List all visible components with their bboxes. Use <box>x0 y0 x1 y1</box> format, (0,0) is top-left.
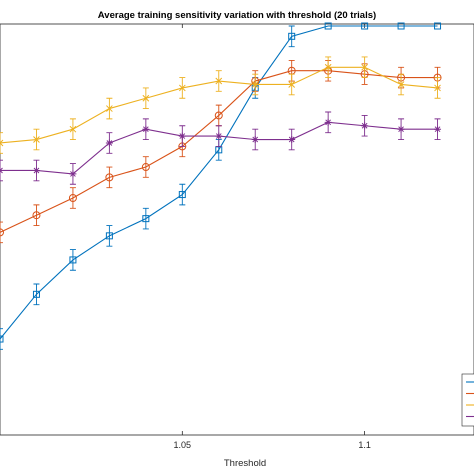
data-point <box>68 194 77 202</box>
data-point <box>178 132 186 140</box>
data-point <box>397 125 405 133</box>
data-point <box>142 125 150 133</box>
data-point <box>141 163 150 172</box>
error-bar <box>179 183 186 206</box>
plot-area <box>0 23 474 436</box>
data-point <box>142 94 150 102</box>
data-point <box>288 81 296 88</box>
data-point <box>33 136 40 143</box>
x-tick-label: 1.05 <box>174 440 192 450</box>
data-point <box>288 32 296 40</box>
error-bar <box>0 159 3 182</box>
error-bar <box>69 187 76 209</box>
data-point <box>105 232 113 240</box>
error-bar <box>106 225 113 247</box>
data-point <box>361 22 369 30</box>
error-bar <box>106 166 113 189</box>
x-axis-label: Threshold <box>224 458 266 469</box>
data-point <box>397 22 405 30</box>
series-3 <box>0 56 441 154</box>
data-point <box>178 84 186 92</box>
data-point <box>434 22 442 30</box>
data-point <box>361 63 368 71</box>
data-point <box>288 136 296 144</box>
legend-box <box>461 373 474 427</box>
data-point <box>106 105 113 112</box>
data-point <box>32 166 40 174</box>
data-point <box>361 122 369 130</box>
data-point <box>69 256 77 264</box>
error-bar <box>288 25 295 48</box>
chart-title: Average training sensitivity variation w… <box>98 10 376 21</box>
data-point <box>324 118 332 126</box>
data-point <box>69 125 77 133</box>
error-bar <box>142 156 149 178</box>
data-point <box>434 125 442 133</box>
data-point <box>142 215 150 223</box>
data-point <box>0 228 4 237</box>
error-bar <box>33 283 40 306</box>
x-axis: 1.05 1.1 <box>174 24 371 450</box>
data-point <box>0 139 4 147</box>
data-point <box>251 81 259 88</box>
error-bar <box>0 132 3 154</box>
error-bar <box>33 204 40 226</box>
data-point <box>215 132 223 140</box>
data-point <box>32 290 40 298</box>
data-point <box>32 211 41 220</box>
data-point <box>324 63 332 71</box>
error-bar <box>69 249 76 271</box>
data-point <box>434 84 441 92</box>
series-4 <box>0 111 442 185</box>
error-bar <box>0 221 3 244</box>
data-point <box>215 77 223 85</box>
legend <box>461 373 474 427</box>
series-layer <box>0 22 442 350</box>
error-bar <box>142 207 149 230</box>
x-tick-label: 1.1 <box>358 440 371 450</box>
data-point <box>69 170 77 178</box>
data-point <box>178 191 186 199</box>
data-point <box>105 139 113 147</box>
error-bar <box>0 328 3 350</box>
data-point <box>0 335 4 343</box>
data-point <box>324 22 332 30</box>
data-point <box>397 81 405 88</box>
data-point <box>105 173 114 182</box>
data-point <box>214 111 223 120</box>
data-point <box>251 136 259 144</box>
